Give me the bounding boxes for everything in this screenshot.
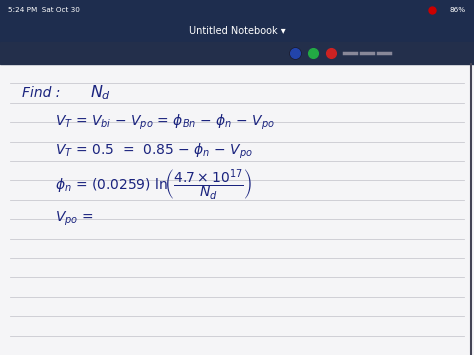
Text: $V_T$ = $V_{bi}$ $-$ $V_{po}$ = $\phi_{Bn}$ $-$ $\phi_n$ $-$ $V_{po}$: $V_T$ = $V_{bi}$ $-$ $V_{po}$ = $\phi_{B… <box>55 113 275 132</box>
Text: $\phi_n$ = $(0.0259)$ ln$\!\left(\dfrac{4.7\times10^{17}}{N_d}\right)$: $\phi_n$ = $(0.0259)$ ln$\!\left(\dfrac{… <box>55 167 252 202</box>
Text: Untitled Notebook ▾: Untitled Notebook ▾ <box>189 26 285 36</box>
Text: $V_{po}$ =: $V_{po}$ = <box>55 210 93 228</box>
Text: Find :: Find : <box>22 86 60 100</box>
Text: $N_d$: $N_d$ <box>90 84 111 103</box>
Text: 5:24 PM  Sat Oct 30: 5:24 PM Sat Oct 30 <box>8 7 80 13</box>
Text: $V_T$ = 0.5  =  0.85 $-$ $\phi_n$ $-$ $V_{po}$: $V_T$ = 0.5 = 0.85 $-$ $\phi_n$ $-$ $V_{… <box>55 142 253 161</box>
Bar <box>0 0 474 20</box>
Bar <box>0 64 474 355</box>
Bar <box>0 42 474 64</box>
Text: 86%: 86% <box>450 7 466 13</box>
Bar <box>0 20 474 42</box>
